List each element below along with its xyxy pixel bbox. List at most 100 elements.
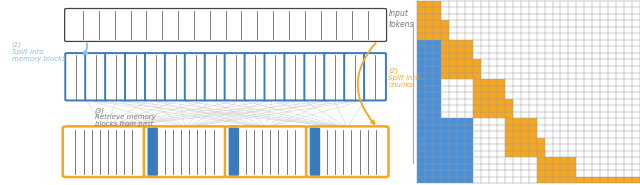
Bar: [449, 27, 457, 33]
Bar: [608, 177, 616, 183]
Bar: [513, 33, 521, 40]
Bar: [616, 170, 624, 177]
Bar: [521, 7, 529, 14]
Bar: [632, 21, 640, 27]
Bar: [529, 60, 536, 66]
Bar: [521, 46, 529, 53]
Bar: [441, 125, 449, 131]
Bar: [230, 129, 237, 175]
Bar: [545, 14, 552, 21]
Bar: [513, 21, 521, 27]
Bar: [561, 33, 568, 40]
Bar: [529, 73, 536, 79]
Bar: [577, 125, 584, 131]
Bar: [425, 138, 433, 144]
Bar: [561, 105, 568, 112]
Bar: [624, 112, 632, 118]
Bar: [616, 1, 624, 7]
Bar: [552, 99, 561, 105]
Bar: [473, 73, 481, 79]
Bar: [473, 131, 481, 138]
Bar: [473, 118, 481, 125]
Bar: [481, 92, 489, 99]
Bar: [616, 85, 624, 92]
Bar: [545, 144, 552, 151]
Bar: [433, 125, 441, 131]
Bar: [457, 164, 465, 170]
Bar: [513, 1, 521, 7]
Bar: [577, 46, 584, 53]
Bar: [536, 73, 545, 79]
Bar: [584, 46, 592, 53]
Bar: [632, 66, 640, 73]
Bar: [624, 33, 632, 40]
Bar: [441, 92, 449, 99]
Bar: [417, 99, 425, 105]
Bar: [552, 46, 561, 53]
Bar: [457, 125, 465, 131]
Bar: [632, 1, 640, 7]
Bar: [489, 144, 497, 151]
Bar: [433, 14, 441, 21]
Bar: [592, 33, 600, 40]
Bar: [584, 138, 592, 144]
Bar: [457, 53, 465, 60]
Bar: [608, 85, 616, 92]
Bar: [505, 138, 513, 144]
Bar: [433, 164, 441, 170]
Bar: [433, 40, 441, 46]
Bar: [529, 112, 536, 118]
Bar: [497, 27, 505, 33]
Bar: [568, 14, 577, 21]
Bar: [616, 46, 624, 53]
Bar: [505, 131, 513, 138]
Bar: [592, 118, 600, 125]
Bar: [513, 66, 521, 73]
Bar: [624, 66, 632, 73]
Bar: [465, 131, 473, 138]
Bar: [552, 40, 561, 46]
Bar: [449, 33, 457, 40]
Bar: [608, 99, 616, 105]
Bar: [552, 53, 561, 60]
Bar: [561, 138, 568, 144]
Bar: [608, 164, 616, 170]
Bar: [497, 125, 505, 131]
Bar: [577, 85, 584, 92]
Bar: [465, 46, 473, 53]
Bar: [497, 66, 505, 73]
Bar: [545, 125, 552, 131]
Bar: [536, 164, 545, 170]
Bar: [600, 177, 608, 183]
Bar: [441, 66, 449, 73]
Bar: [592, 21, 600, 27]
Bar: [536, 170, 545, 177]
Bar: [473, 151, 481, 157]
Bar: [561, 164, 568, 170]
Bar: [497, 151, 505, 157]
Bar: [481, 151, 489, 157]
Bar: [608, 118, 616, 125]
Bar: [577, 118, 584, 125]
Bar: [600, 33, 608, 40]
Bar: [632, 40, 640, 46]
Bar: [552, 66, 561, 73]
Bar: [505, 125, 513, 131]
Bar: [449, 177, 457, 183]
FancyBboxPatch shape: [225, 53, 246, 100]
Bar: [449, 131, 457, 138]
Bar: [561, 73, 568, 79]
Bar: [552, 73, 561, 79]
Bar: [513, 138, 521, 144]
Bar: [577, 14, 584, 21]
Bar: [529, 138, 536, 144]
Bar: [632, 157, 640, 164]
Bar: [465, 138, 473, 144]
Bar: [584, 105, 592, 112]
Bar: [552, 138, 561, 144]
Bar: [417, 92, 425, 99]
Bar: [568, 85, 577, 92]
Bar: [513, 157, 521, 164]
Bar: [568, 105, 577, 112]
Bar: [616, 138, 624, 144]
